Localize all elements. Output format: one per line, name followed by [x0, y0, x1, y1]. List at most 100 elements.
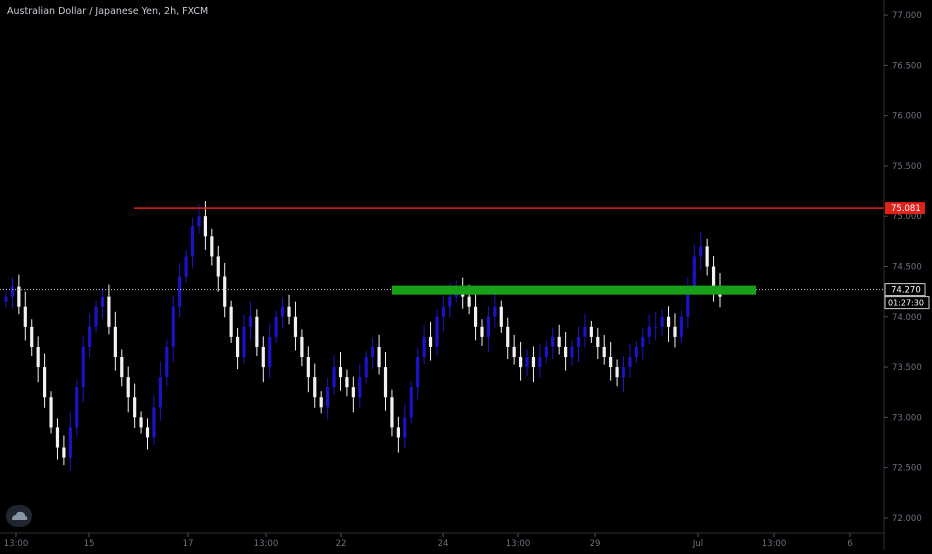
candle-body: [255, 316, 259, 347]
candle-body: [390, 397, 394, 428]
candle-body: [68, 427, 72, 458]
y-tick-label: 74.500: [892, 263, 922, 273]
candle-body: [216, 256, 220, 277]
candle-body: [583, 326, 587, 337]
candle-body: [126, 377, 130, 398]
candle-body: [692, 256, 696, 287]
countdown-label: 01:27:30: [888, 299, 924, 308]
y-tick-label: 76.000: [892, 112, 922, 122]
candle-body: [49, 397, 53, 428]
candle-body: [81, 346, 85, 388]
candle-body: [364, 357, 368, 378]
candle-body: [647, 326, 651, 337]
candle-body: [506, 326, 510, 347]
candle-body: [120, 357, 124, 378]
candle-body: [416, 357, 420, 388]
time-axis[interactable]: 13:00 15 17 13:00 22 24 13:00 29 Jul 13:00 6: [0, 532, 884, 549]
x-tick-label: 13:00: [4, 539, 29, 549]
current-price-label: 74.270: [891, 286, 921, 296]
y-tick-label: 75.000: [892, 212, 922, 222]
candle-body: [673, 326, 677, 337]
candle-body: [480, 326, 484, 337]
y-tick-label: 72.000: [892, 514, 922, 524]
candle-body: [203, 216, 208, 237]
candle-body: [319, 397, 323, 408]
candle-body: [293, 316, 298, 337]
candle-body: [641, 336, 645, 347]
candle-body: [711, 266, 716, 287]
candle-body: [358, 377, 362, 398]
candle-body: [100, 296, 105, 307]
candles: [4, 201, 722, 472]
candle-body: [55, 427, 60, 448]
candle-body: [113, 326, 117, 358]
candle-body: [326, 387, 330, 408]
y-tick-label: 76.500: [892, 61, 922, 71]
candle-body: [602, 346, 606, 358]
x-tick-label: 15: [84, 539, 95, 549]
x-tick-label: 22: [336, 539, 347, 549]
y-tick-label: 74.000: [892, 313, 922, 323]
candle-body: [473, 306, 478, 327]
candle-body: [435, 316, 439, 347]
candle-body: [686, 286, 690, 317]
candle-body: [628, 357, 632, 368]
candle-body: [351, 387, 355, 398]
candle-body: [544, 346, 548, 358]
candle-body: [531, 357, 536, 368]
x-tick-label: 24: [438, 539, 449, 549]
candle-body: [538, 357, 542, 368]
countdown-tag: [884, 296, 930, 310]
chart-title: Australian Dollar / Japanese Yen, 2h, FX…: [7, 6, 209, 17]
candle-body: [428, 336, 433, 347]
candle-body: [551, 336, 555, 347]
y-tick-label: 73.000: [892, 413, 922, 423]
x-tick-label: 17: [183, 539, 194, 549]
candle-body: [178, 276, 182, 307]
candle-body: [30, 326, 34, 347]
candle-body: [165, 346, 169, 378]
candle-body: [274, 316, 278, 337]
candle-body: [268, 336, 272, 368]
candle-body: [699, 246, 703, 257]
candle-body: [145, 427, 150, 438]
candle-body: [377, 346, 381, 368]
y-tick-label: 73.500: [892, 363, 922, 373]
candle-body: [242, 326, 246, 358]
candle-body: [403, 417, 407, 438]
candle-body: [557, 336, 561, 347]
candle-body: [133, 397, 137, 418]
candle-body: [152, 407, 156, 438]
price-axis[interactable]: 77.000 76.500 76.000 75.500 75.000 74.500 74.0…: [883, 0, 930, 550]
candle-body: [486, 316, 491, 337]
resistance-price-tag: [885, 202, 925, 215]
candle-body: [139, 417, 143, 428]
candle-body: [448, 296, 452, 307]
candle-body: [287, 306, 291, 317]
candle-body: [235, 336, 240, 358]
candle-body: [280, 306, 285, 317]
candle-body: [36, 346, 40, 368]
candle-body: [654, 326, 658, 328]
tradingview-logo-icon[interactable]: [6, 505, 32, 527]
candle-body: [171, 306, 175, 347]
candle-body: [467, 296, 471, 307]
x-tick-label: 13:00: [506, 539, 531, 549]
candle-body: [248, 316, 253, 327]
candle-body: [589, 326, 593, 337]
candle-body: [210, 236, 214, 257]
candle-body: [4, 296, 8, 302]
candle-body: [679, 316, 684, 337]
candle-body: [229, 306, 233, 337]
candle-body: [17, 286, 21, 307]
candle-body: [42, 367, 47, 398]
candle-body: [306, 357, 310, 378]
candle-body: [383, 367, 388, 398]
candle-body: [634, 346, 638, 358]
candle-body: [512, 346, 516, 358]
candle-body: [441, 306, 446, 317]
y-tick-label: 75.500: [892, 162, 922, 172]
x-tick-label: 29: [590, 539, 601, 549]
candle-body: [371, 346, 375, 358]
x-tick-label: Jul: [692, 539, 703, 549]
